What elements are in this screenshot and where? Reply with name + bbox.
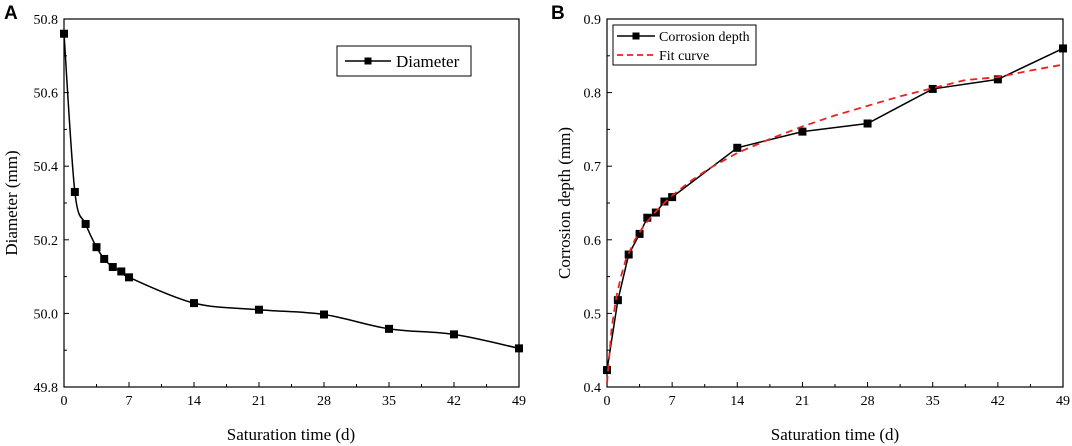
panel-b-series: [603, 44, 1067, 384]
panel-b-series-corrosion-depth-point: [1059, 44, 1067, 53]
panel-a-x-axis-label: Saturation time (d): [227, 425, 355, 444]
panel-b-x-tick-label: 49: [1056, 394, 1070, 409]
panel-b-series-corrosion-depth-point: [635, 229, 644, 238]
panel-b-series-corrosion-depth-point: [624, 250, 633, 259]
panel-a-y-tick-label: 50.6: [34, 87, 59, 102]
panel-b-x-tick-label: 28: [861, 394, 875, 409]
panel-b-legend-label-depth: Corrosion depth: [659, 30, 750, 45]
panel-a-x-tick-label: 42: [447, 394, 461, 409]
panel-b-series-corrosion-depth-point: [993, 75, 1002, 84]
panel-a-series-diameter-point: [255, 305, 263, 314]
panel-a-y-tick-label: 49.8: [34, 381, 59, 396]
panel-a: A 0 7 14 21 28 35 42 49 49.8 50.0 50.2 50.4 50.6 50.…: [2, 3, 526, 444]
panel-a-series-diameter-point: [320, 310, 328, 319]
panel-a-x-tick-label: 28: [317, 394, 331, 409]
panel-a-legend-marker: [364, 57, 372, 65]
panel-a-y-ticks: 49.8 50.0 50.2 50.4 50.6 50.8: [34, 13, 69, 396]
panel-b-y-tick-label: 0.9: [584, 13, 602, 28]
panel-a-series-diameter-point: [515, 344, 523, 353]
panel-a-series: [60, 29, 523, 353]
panel-a-x-ticks: 0 7 14 21 28 35 42 49: [61, 382, 526, 409]
panel-b-series-corrosion-depth-point: [613, 296, 622, 305]
panel-a-legend-label: Diameter: [396, 52, 460, 71]
panel-b-series-corrosion-depth-point: [668, 193, 677, 202]
panel-b-series-corrosion-depth-point: [798, 127, 807, 136]
panel-b-legend: Corrosion depth Fit curve: [612, 24, 757, 66]
panel-b-series-fit-curve-line: [606, 63, 1064, 384]
panel-a-y-tick-label: 50.4: [34, 160, 59, 175]
panel-a-x-tick-label: 7: [126, 394, 133, 409]
panel-b-x-tick-label: 0: [604, 394, 611, 409]
panel-b: B 0 7 14 21 28 35 42 49 0.4 0.5 0.6 0.7 0.8 0.9 Satu…: [551, 3, 1070, 444]
panel-a-letter: A: [4, 3, 18, 24]
panel-b-y-tick-label: 0.8: [584, 87, 602, 102]
panel-b-x-tick-label: 21: [795, 394, 809, 409]
panel-b-legend-marker-depth: [632, 32, 640, 40]
panel-a-series-diameter-point: [117, 267, 126, 276]
panel-b-letter: B: [551, 3, 565, 24]
panel-b-x-tick-label: 35: [926, 394, 940, 409]
panel-a-series-diameter-point: [108, 263, 117, 272]
panel-a-x-tick-label: 49: [512, 394, 526, 409]
panel-a-series-diameter-point: [125, 273, 133, 282]
panel-b-x-ticks: 0 7 14 21 28 35 42 49: [604, 382, 1070, 409]
panel-b-y-tick-label: 0.5: [584, 307, 602, 322]
panel-a-series-diameter-point: [385, 324, 393, 333]
panel-a-y-tick-label: 50.2: [34, 234, 59, 249]
panel-a-series-diameter-point: [81, 219, 90, 228]
panel-b-x-tick-label: 7: [669, 394, 676, 409]
panel-a-x-tick-label: 14: [187, 394, 201, 409]
panel-a-series-diameter-point: [100, 254, 109, 263]
panel-b-y-tick-label: 0.6: [584, 234, 602, 249]
panel-a-y-tick-label: 50.0: [34, 307, 59, 322]
panel-a-x-tick-label: 35: [382, 394, 396, 409]
panel-b-x-tick-label: 14: [730, 394, 744, 409]
panel-a-y-axis-label: Diameter (mm): [2, 150, 21, 255]
panel-b-legend-box: [612, 24, 757, 66]
panel-b-series-corrosion-depth-point: [733, 143, 742, 152]
panel-b-series-corrosion-depth-point: [603, 366, 611, 375]
panel-b-series-corrosion-depth-point: [928, 84, 937, 93]
panel-a-x-tick-label: 21: [252, 394, 266, 409]
panel-a-series-diameter-point: [190, 299, 198, 308]
panel-b-series-corrosion-depth-line: [606, 47, 1064, 371]
panel-a-series-diameter-point: [92, 243, 101, 252]
panel-a-series-diameter-point: [60, 29, 68, 38]
panel-b-x-tick-label: 42: [991, 394, 1005, 409]
panel-a-series-diameter-line: [63, 33, 520, 350]
panel-a-x-tick-label: 0: [61, 394, 68, 409]
panel-b-series-corrosion-depth-point: [660, 197, 669, 206]
panel-a-series-diameter-point: [450, 330, 458, 339]
panel-b-y-axis-label: Corrosion depth (mm): [555, 127, 574, 279]
panel-b-y-ticks: 0.4 0.5 0.6 0.7 0.8 0.9: [584, 13, 612, 396]
panel-a-legend: Diameter: [336, 45, 472, 77]
panel-b-series-corrosion-depth-point: [863, 119, 872, 128]
panel-b-y-tick-label: 0.7: [584, 160, 602, 175]
panel-b-legend-label-fit: Fit curve: [659, 49, 709, 64]
panel-a-series-diameter-point: [70, 187, 79, 196]
panel-b-y-tick-label: 0.4: [584, 381, 602, 396]
panel-b-plot-frame: [606, 18, 1064, 388]
panel-a-y-tick-label: 50.8: [34, 13, 59, 28]
panel-b-x-axis-label: Saturation time (d): [771, 425, 899, 444]
panel-b-series-corrosion-depth-point: [643, 213, 652, 222]
